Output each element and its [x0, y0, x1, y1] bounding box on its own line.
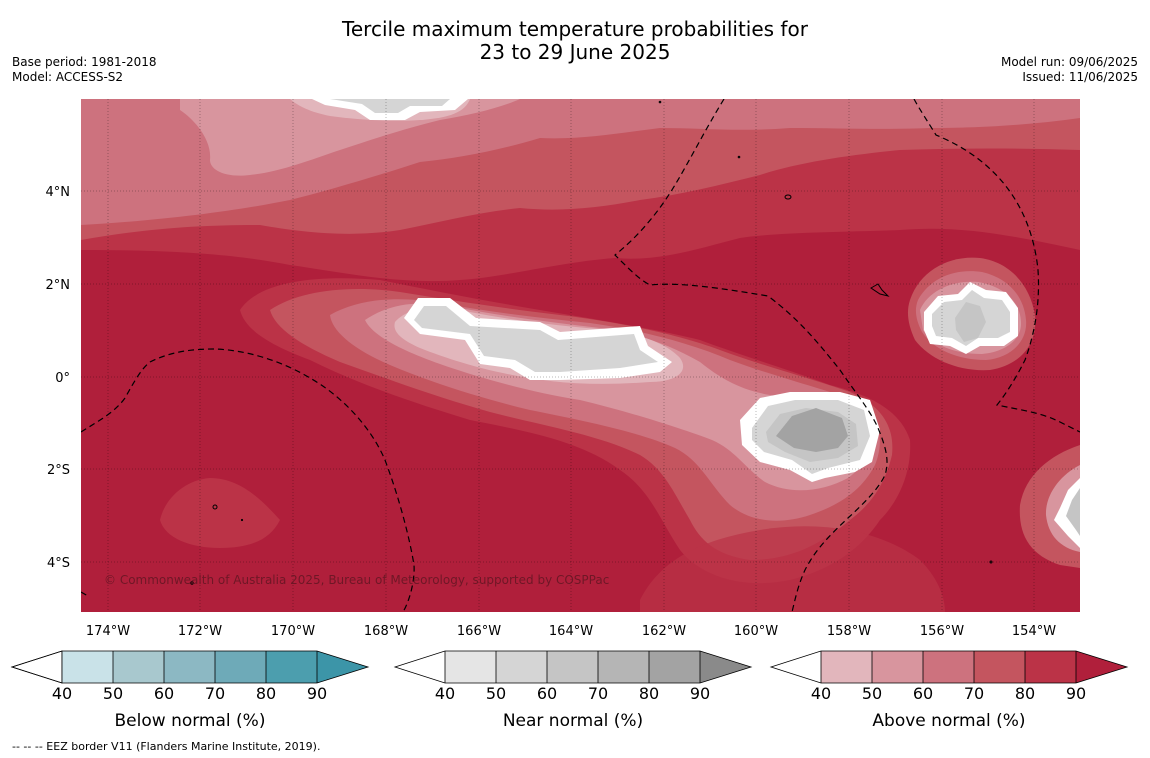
near-se-patch — [1054, 478, 1080, 548]
colorbar-near-label: 60 — [537, 684, 557, 703]
colorbar-near-swatch — [649, 651, 700, 683]
y-tick-label: 0° — [55, 371, 70, 386]
colorbar-below-swatch — [215, 651, 266, 683]
colorbar-below-swatch — [266, 651, 317, 683]
near-east-core-80 — [776, 408, 848, 452]
colorbar-above-label: 50 — [862, 684, 882, 703]
colorbar-above-label: 40 — [811, 684, 831, 703]
colorbar-above-swatch — [821, 651, 872, 683]
colorbar-below-max-arrow — [317, 651, 368, 683]
x-tick-label: 170°W — [271, 624, 315, 639]
y-tick-label: 2°S — [47, 463, 70, 478]
x-tick-label: 154°W — [1012, 624, 1056, 639]
map-title: Tercile maximum temperature probabilitie… — [0, 18, 1150, 64]
colorbar-near-label: 40 — [435, 684, 455, 703]
near-north-core — [330, 99, 450, 113]
colorbar-above-title: Above normal (%) — [872, 711, 1025, 731]
x-tick-label: 156°W — [920, 624, 964, 639]
model-run: Model run: 09/06/2025 — [1000, 55, 1138, 69]
colorbar-below: 40 50 60 70 80 90 Below normal (%) — [10, 650, 370, 731]
eez-footnote: -- -- -- EEZ border V11 (Flanders Marine… — [12, 740, 321, 753]
x-tick-label: 172°W — [178, 624, 222, 639]
colorbar-below-label: 50 — [103, 684, 123, 703]
colorbar-near-swatch — [547, 651, 598, 683]
colorbar-below-label: 60 — [154, 684, 174, 703]
x-tick-label: 164°W — [549, 624, 593, 639]
x-tick-label: 168°W — [364, 624, 408, 639]
copyright-notice: © Commonwealth of Australia 2025, Bureau… — [104, 573, 609, 587]
colorbar-below-title: Below normal (%) — [115, 711, 266, 731]
colorbar-near-swatch — [598, 651, 649, 683]
colorbar-below-label: 80 — [256, 684, 276, 703]
y-axis-labels: 4°N 2°N 0° 2°S 4°S — [46, 185, 71, 571]
above-80-south-central — [640, 526, 945, 612]
colorbar-above-swatch — [1025, 651, 1076, 683]
near-central-core — [414, 306, 658, 372]
issued-date: Issued: 11/06/2025 — [1022, 70, 1138, 84]
colorbar-above-swatch — [974, 651, 1025, 683]
colorbar-below-swatch — [62, 651, 113, 683]
colorbar-below-label: 90 — [307, 684, 327, 703]
y-tick-label: 4°S — [47, 556, 70, 571]
base-period: Base period: 1981-2018 — [12, 55, 157, 69]
colorbar-below-swatch — [113, 651, 164, 683]
colorbar-below-swatch — [164, 651, 215, 683]
colorbar-above-swatch — [923, 651, 974, 683]
x-tick-label: 158°W — [827, 624, 871, 639]
colorbar-above-max-arrow — [1076, 651, 1127, 683]
islands — [190, 100, 993, 585]
map-figure: © Commonwealth of Australia 2025, Bureau… — [10, 99, 1129, 731]
colorbar-near-label: 80 — [639, 684, 659, 703]
near-east2-core70 — [955, 302, 986, 342]
colorbar-near-label: 70 — [588, 684, 608, 703]
x-tick-label: 160°W — [734, 624, 778, 639]
colorbar-near-title: Near normal (%) — [503, 711, 643, 731]
colorbar-above-label: 60 — [913, 684, 933, 703]
x-tick-label: 162°W — [642, 624, 686, 639]
colorbar-below-label: 40 — [52, 684, 72, 703]
colorbar-near-swatch — [445, 651, 496, 683]
near-se-core — [1066, 488, 1080, 536]
colorbar-above-label: 80 — [1015, 684, 1035, 703]
y-tick-label: 2°N — [46, 278, 71, 293]
y-tick-label: 4°N — [46, 185, 71, 200]
colorbar-near-swatch — [496, 651, 547, 683]
model-info: Base period: 1981-2018 Model: ACCESS-S2 — [12, 55, 157, 85]
above-80-sw — [160, 478, 280, 548]
colorbar-near: 40 50 60 70 80 90 Near normal (%) — [393, 650, 753, 731]
colorbar-above-swatch — [872, 651, 923, 683]
colorbar-near-max-arrow — [700, 651, 751, 683]
model-name: Model: ACCESS-S2 — [12, 70, 124, 84]
eez-borders — [81, 99, 1080, 612]
probability-field: © Commonwealth of Australia 2025, Bureau… — [81, 99, 1080, 612]
colorbar-above-min-arrow — [771, 651, 821, 683]
x-tick-label: 174°W — [86, 624, 130, 639]
colorbar-below-label: 70 — [205, 684, 225, 703]
x-tick-label: 166°W — [457, 624, 501, 639]
colorbar-near-label: 90 — [690, 684, 710, 703]
colorbar-near-label: 50 — [486, 684, 506, 703]
run-info: Model run: 09/06/2025 Issued: 11/06/2025 — [1001, 55, 1138, 85]
colorbar-near-min-arrow — [395, 651, 445, 683]
colorbar-above: 40 50 60 70 80 90 Above normal (%) — [769, 650, 1129, 731]
title-line-2: 23 to 29 June 2025 — [479, 40, 671, 64]
colorbar-below-min-arrow — [10, 650, 63, 684]
colorbar-above-label: 70 — [964, 684, 984, 703]
title-line-1: Tercile maximum temperature probabilitie… — [342, 17, 808, 41]
colorbar-above-label: 90 — [1066, 684, 1086, 703]
x-axis-labels: 174°W 172°W 170°W 168°W 166°W 164°W 162°… — [86, 624, 1056, 639]
